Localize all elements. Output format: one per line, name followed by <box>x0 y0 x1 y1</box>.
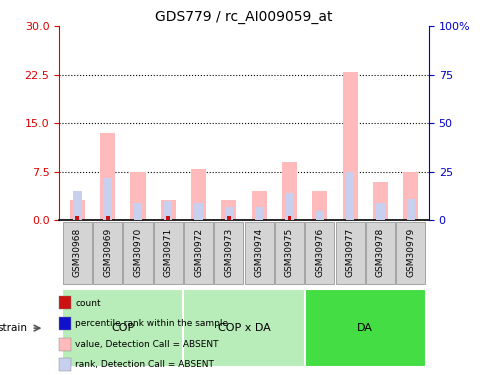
Bar <box>130 172 145 220</box>
Text: GSM30968: GSM30968 <box>73 228 82 277</box>
Bar <box>191 169 206 220</box>
Text: GSM30976: GSM30976 <box>316 228 324 277</box>
Bar <box>287 216 291 220</box>
Bar <box>343 72 358 220</box>
Bar <box>221 200 237 220</box>
Bar <box>166 216 170 220</box>
FancyBboxPatch shape <box>123 222 152 284</box>
Bar <box>73 191 81 220</box>
Text: GSM30970: GSM30970 <box>134 228 142 277</box>
Text: GSM30972: GSM30972 <box>194 228 203 277</box>
Bar <box>407 199 415 220</box>
FancyBboxPatch shape <box>154 222 183 284</box>
Text: GSM30979: GSM30979 <box>406 228 415 277</box>
Bar <box>403 172 418 220</box>
Text: GSM30975: GSM30975 <box>285 228 294 277</box>
Bar <box>75 216 79 220</box>
Bar <box>100 133 115 220</box>
Text: GSM30973: GSM30973 <box>224 228 233 277</box>
Bar <box>225 207 233 220</box>
Bar <box>285 193 294 220</box>
FancyBboxPatch shape <box>366 222 395 284</box>
Text: rank, Detection Call = ABSENT: rank, Detection Call = ABSENT <box>75 360 214 369</box>
Bar <box>70 200 85 220</box>
Text: COP x DA: COP x DA <box>218 323 270 333</box>
Text: percentile rank within the sample: percentile rank within the sample <box>75 319 229 328</box>
Text: GSM30969: GSM30969 <box>103 228 112 277</box>
Bar <box>316 211 324 220</box>
FancyBboxPatch shape <box>396 222 425 284</box>
Bar <box>227 216 231 220</box>
FancyBboxPatch shape <box>93 222 122 284</box>
Bar <box>346 172 354 220</box>
Text: value, Detection Call = ABSENT: value, Detection Call = ABSENT <box>75 340 219 349</box>
Bar <box>194 203 203 220</box>
Bar <box>282 162 297 220</box>
Bar <box>373 182 388 220</box>
FancyBboxPatch shape <box>305 290 426 367</box>
FancyBboxPatch shape <box>183 290 305 367</box>
Bar <box>104 178 112 220</box>
Bar <box>134 203 142 220</box>
Bar <box>164 201 173 220</box>
Bar <box>106 216 109 220</box>
Text: GSM30978: GSM30978 <box>376 228 385 277</box>
FancyBboxPatch shape <box>63 222 92 284</box>
FancyBboxPatch shape <box>214 222 244 284</box>
FancyBboxPatch shape <box>336 222 365 284</box>
Bar <box>161 200 176 220</box>
Bar <box>312 191 327 220</box>
Text: GSM30977: GSM30977 <box>346 228 354 277</box>
Bar <box>255 207 263 220</box>
Text: GSM30974: GSM30974 <box>255 228 264 277</box>
Text: GSM30971: GSM30971 <box>164 228 173 277</box>
Text: strain: strain <box>0 323 28 333</box>
Text: DA: DA <box>357 323 373 333</box>
Title: GDS779 / rc_AI009059_at: GDS779 / rc_AI009059_at <box>155 10 333 24</box>
Bar <box>251 191 267 220</box>
FancyBboxPatch shape <box>305 222 334 284</box>
Text: COP: COP <box>111 323 135 333</box>
FancyBboxPatch shape <box>275 222 304 284</box>
Text: count: count <box>75 298 101 307</box>
FancyBboxPatch shape <box>245 222 274 284</box>
FancyBboxPatch shape <box>184 222 213 284</box>
Bar <box>376 203 385 220</box>
FancyBboxPatch shape <box>62 290 183 367</box>
